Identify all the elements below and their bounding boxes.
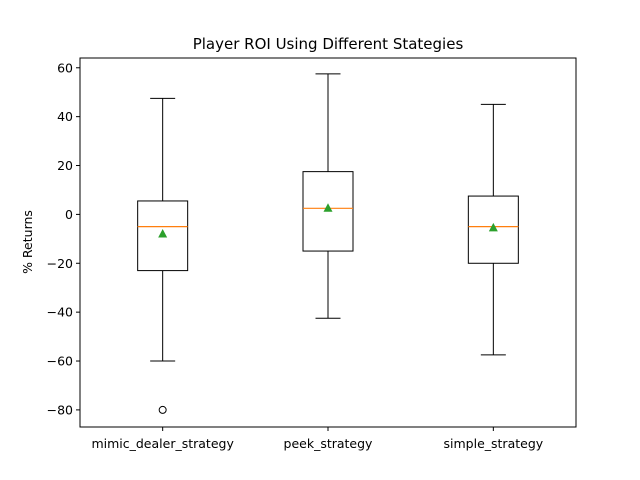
y-tick-label: −20 bbox=[47, 256, 73, 271]
x-tick-label: mimic_dealer_strategy bbox=[91, 436, 234, 451]
y-tick-label: 20 bbox=[57, 158, 73, 173]
y-axis: −80 −60 −40 −20 0 20 40 60 bbox=[47, 60, 80, 417]
y-tick-label: −60 bbox=[47, 354, 73, 369]
iqr-box bbox=[302, 171, 354, 252]
y-tick-label: −80 bbox=[47, 402, 73, 417]
iqr-box bbox=[137, 200, 189, 272]
mean-marker bbox=[158, 228, 168, 238]
y-axis-label: % Returns bbox=[20, 210, 35, 274]
plot-frame bbox=[79, 57, 577, 428]
x-axis: mimic_dealer_strategy peek_strategy simple… bbox=[91, 427, 544, 451]
chart-title: Player ROI Using Different Stategies bbox=[193, 35, 464, 53]
mean-marker bbox=[488, 222, 498, 232]
mean-marker bbox=[323, 203, 333, 212]
boxes-group bbox=[137, 73, 519, 414]
iqr-box bbox=[467, 195, 519, 264]
x-tick-label: peek_strategy bbox=[284, 436, 374, 451]
y-tick-label: −40 bbox=[47, 305, 73, 320]
box-peek_strategy bbox=[302, 73, 354, 319]
box-mimic_dealer_strategy bbox=[137, 97, 189, 414]
x-tick-label: simple_strategy bbox=[444, 436, 544, 451]
y-tick-label: 40 bbox=[57, 109, 73, 124]
y-tick-label: 60 bbox=[57, 60, 73, 75]
outlier-point bbox=[158, 405, 167, 414]
y-tick-label: 0 bbox=[65, 207, 73, 222]
box-simple_strategy bbox=[467, 103, 519, 356]
